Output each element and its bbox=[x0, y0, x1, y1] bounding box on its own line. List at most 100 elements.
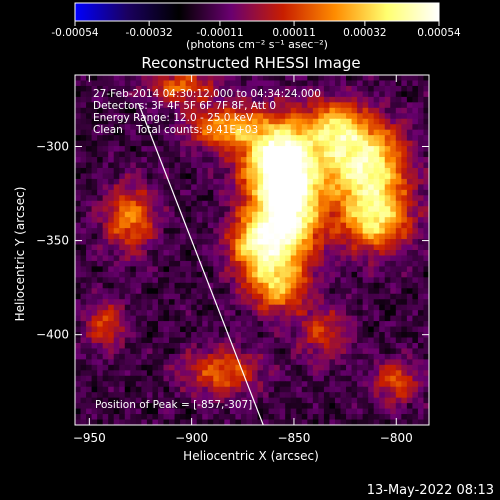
heatmap-cell bbox=[141, 107, 148, 114]
heatmap-cell bbox=[80, 282, 87, 289]
heatmap-cell bbox=[296, 255, 303, 262]
heatmap-cell bbox=[229, 91, 237, 98]
heatmap-cell bbox=[218, 162, 225, 169]
heatmap-cell bbox=[229, 397, 237, 404]
heatmap-cell bbox=[252, 162, 259, 169]
heatmap-cell bbox=[423, 342, 429, 350]
heatmap-cell bbox=[318, 239, 325, 246]
heatmap-cell bbox=[124, 414, 131, 421]
heatmap-cell bbox=[185, 419, 192, 425]
heatmap-cell bbox=[307, 151, 314, 158]
heatmap-cell bbox=[91, 414, 98, 421]
heatmap-cell bbox=[235, 310, 242, 317]
heatmap-cell bbox=[202, 107, 209, 114]
heatmap-cell bbox=[257, 293, 264, 300]
heatmap-cell bbox=[146, 408, 154, 415]
heatmap-cell bbox=[146, 233, 154, 240]
heatmap-cell bbox=[157, 381, 165, 388]
heatmap-cell bbox=[141, 332, 148, 339]
heatmap-cell bbox=[196, 321, 203, 328]
heatmap-cell bbox=[185, 80, 192, 87]
heatmap-cell bbox=[312, 419, 319, 425]
heatmap-cell bbox=[80, 364, 87, 371]
heatmap-cell bbox=[163, 260, 170, 268]
heatmap-cell bbox=[163, 162, 170, 169]
heatmap-cell bbox=[296, 135, 303, 142]
heatmap-cell bbox=[130, 129, 137, 136]
heatmap-cell bbox=[119, 381, 126, 388]
heatmap-cell bbox=[312, 91, 319, 98]
heatmap-cell bbox=[80, 167, 87, 175]
heatmap-cell bbox=[97, 206, 104, 213]
heatmap-cell bbox=[224, 228, 231, 235]
heatmap-cell bbox=[91, 375, 98, 382]
heatmap-cell bbox=[191, 239, 198, 246]
heatmap-cell bbox=[318, 348, 325, 355]
heatmap-cell bbox=[285, 260, 292, 268]
heatmap-cell bbox=[351, 75, 358, 82]
heatmap-cell bbox=[307, 392, 314, 399]
heatmap-cell bbox=[75, 293, 82, 300]
heatmap-cell bbox=[257, 332, 264, 339]
heatmap-cell bbox=[257, 353, 264, 360]
heatmap-cell bbox=[307, 321, 314, 328]
annotation-time-range: 27-Feb-2014 04:30:12.000 to 04:34:24.000 bbox=[93, 88, 321, 100]
heatmap-cell bbox=[141, 96, 148, 103]
heatmap-cell bbox=[368, 96, 375, 103]
heatmap-cell bbox=[279, 359, 286, 366]
heatmap-cell bbox=[213, 75, 220, 82]
heatmap-cell bbox=[185, 277, 192, 284]
heatmap-cell bbox=[207, 228, 214, 235]
heatmap-cell bbox=[229, 386, 237, 393]
heatmap-cell bbox=[268, 419, 275, 425]
heatmap-cell bbox=[423, 233, 429, 240]
heatmap-cell bbox=[334, 310, 342, 317]
heatmap-cell bbox=[86, 266, 93, 273]
heatmap-cell bbox=[384, 386, 391, 393]
heatmap-cell bbox=[390, 403, 397, 410]
heatmap-cell bbox=[75, 228, 82, 235]
heatmap-cell bbox=[252, 381, 259, 388]
heatmap-cell bbox=[80, 370, 87, 377]
heatmap-cell bbox=[196, 75, 203, 82]
heatmap-cell bbox=[307, 370, 314, 377]
heatmap-cell bbox=[246, 337, 253, 344]
heatmap-cell bbox=[124, 239, 131, 246]
heatmap-cell bbox=[307, 293, 314, 300]
heatmap-cell bbox=[229, 408, 237, 415]
heatmap-cell bbox=[257, 271, 264, 278]
heatmap-cell bbox=[86, 102, 93, 109]
heatmap-cell bbox=[80, 151, 87, 158]
heatmap-cell bbox=[301, 157, 308, 164]
heatmap-cell bbox=[274, 403, 281, 410]
heatmap-cell bbox=[102, 178, 109, 185]
heatmap-cell bbox=[174, 359, 181, 366]
heatmap-cell bbox=[246, 392, 253, 399]
heatmap-cell bbox=[334, 228, 342, 235]
heatmap-cell bbox=[218, 85, 225, 93]
heatmap-cell bbox=[290, 386, 297, 393]
heatmap-cell bbox=[218, 200, 225, 207]
heatmap-cell bbox=[384, 244, 391, 251]
heatmap-cell bbox=[390, 370, 397, 377]
heatmap-cell bbox=[329, 414, 336, 421]
heatmap-cell bbox=[263, 419, 270, 425]
heatmap-cell bbox=[379, 184, 386, 191]
heatmap-cell bbox=[268, 140, 275, 147]
heatmap-cell bbox=[384, 206, 391, 213]
heatmap-cell bbox=[229, 255, 237, 262]
heatmap-cell bbox=[329, 151, 336, 158]
heatmap-cell bbox=[113, 239, 120, 246]
heatmap-cell bbox=[406, 381, 414, 388]
heatmap-cell bbox=[124, 359, 131, 366]
heatmap-cell bbox=[307, 162, 314, 169]
heatmap-cell bbox=[152, 157, 159, 164]
heatmap-cell bbox=[384, 321, 391, 328]
heatmap-cell bbox=[152, 392, 159, 399]
heatmap-cell bbox=[224, 359, 231, 366]
heatmap-cell bbox=[80, 386, 87, 393]
heatmap-cell bbox=[362, 332, 369, 339]
heatmap-cell bbox=[312, 206, 319, 213]
heatmap-cell bbox=[146, 135, 154, 142]
